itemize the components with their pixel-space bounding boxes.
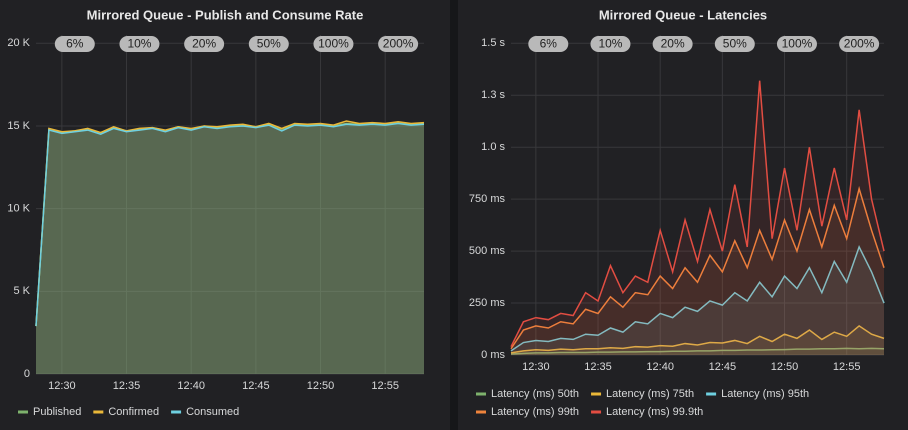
- annotation-label: 200%: [844, 37, 875, 51]
- area-fill: [36, 123, 424, 374]
- legend-swatch: [591, 392, 602, 396]
- annotation-label: 100%: [782, 37, 813, 51]
- x-tick-label: 12:50: [771, 361, 799, 373]
- annotation-label: 20%: [661, 37, 685, 51]
- legend-label: Latency (ms) 75th: [606, 388, 694, 400]
- legend-label: Latency (ms) 99th: [491, 406, 579, 418]
- y-tick-label: 1.0 s: [481, 141, 505, 153]
- annotation-pill: [378, 36, 419, 52]
- legend-swatch: [18, 410, 28, 414]
- x-tick-label: 12:30: [522, 361, 550, 373]
- y-tick-label: 0: [24, 368, 30, 380]
- panel: [0, 0, 450, 430]
- annotation-label: 100%: [318, 37, 349, 51]
- x-tick-label: 12:35: [113, 380, 141, 392]
- area-fill: [511, 246, 884, 355]
- y-tick-label: 20 K: [7, 37, 30, 49]
- series-line: [510, 185, 885, 350]
- legend-label: Consumed: [186, 406, 239, 418]
- y-tick-label: 750 ms: [469, 193, 506, 205]
- series-line: [35, 120, 425, 327]
- y-tick-label: 1.5 s: [481, 37, 505, 49]
- y-tick-label: 0 ms: [481, 349, 505, 361]
- area-fill: [511, 325, 884, 355]
- legend-swatch: [93, 410, 104, 414]
- legend-label: Latency (ms) 95th: [721, 388, 809, 400]
- annotation-label: 6%: [540, 37, 558, 51]
- chart-title: Mirrored Queue - Publish and Consume Rat…: [87, 7, 364, 22]
- annotation-pill: [54, 36, 95, 52]
- annotation-pill: [528, 36, 569, 52]
- annotation-pill: [590, 36, 631, 52]
- x-tick-label: 12:45: [709, 361, 737, 373]
- annotation-label: 50%: [723, 37, 747, 51]
- x-tick-label: 12:50: [307, 380, 335, 392]
- legend-swatch: [591, 410, 602, 414]
- legend-label: Latency (ms) 99.9th: [606, 406, 703, 418]
- legend-label: Latency (ms) 50th: [491, 388, 579, 400]
- area-fill: [36, 120, 424, 375]
- chart-title: Mirrored Queue - Latencies: [599, 7, 767, 22]
- legend-label: Confirmed: [108, 406, 159, 418]
- x-tick-label: 12:35: [584, 361, 612, 373]
- annotation-pill: [714, 36, 755, 52]
- legend-swatch: [476, 392, 486, 396]
- legend-swatch: [476, 410, 486, 414]
- annotation-pill: [652, 36, 693, 52]
- annotation-label: 200%: [383, 37, 414, 51]
- series-line: [510, 347, 885, 355]
- annotation-pill: [776, 36, 817, 52]
- x-tick-label: 12:55: [371, 380, 399, 392]
- y-tick-label: 10 K: [7, 203, 30, 215]
- annotation-label: 20%: [192, 37, 216, 51]
- legend-label: Published: [33, 406, 81, 418]
- x-tick-label: 12:30: [48, 380, 76, 392]
- legend-swatch: [706, 392, 717, 396]
- series-line: [510, 245, 885, 352]
- y-tick-label: 500 ms: [469, 245, 506, 257]
- area-fill: [511, 188, 884, 355]
- y-tick-label: 1.3 s: [481, 89, 505, 101]
- annotation-label: 50%: [257, 37, 281, 51]
- x-tick-label: 12:40: [646, 361, 674, 373]
- annotation-pill: [839, 36, 880, 52]
- y-tick-label: 250 ms: [469, 297, 506, 309]
- area-fill: [511, 80, 884, 355]
- panel: [458, 0, 908, 430]
- annotation-label: 10%: [127, 37, 151, 51]
- area-fill: [36, 122, 424, 374]
- series-line: [510, 324, 885, 354]
- annotation-pill: [313, 36, 354, 52]
- annotation-pill: [248, 36, 289, 52]
- x-tick-label: 12:40: [177, 380, 205, 392]
- annotation-pill: [119, 36, 160, 52]
- annotation-label: 10%: [598, 37, 622, 51]
- annotation-label: 6%: [66, 37, 84, 51]
- annotation-pill: [184, 36, 225, 52]
- x-tick-label: 12:55: [833, 361, 861, 373]
- series-line: [35, 122, 425, 327]
- y-tick-label: 5 K: [13, 285, 30, 297]
- y-tick-label: 15 K: [7, 120, 30, 132]
- legend-swatch: [171, 410, 182, 414]
- x-tick-label: 12:45: [242, 380, 270, 392]
- series-line: [510, 80, 885, 348]
